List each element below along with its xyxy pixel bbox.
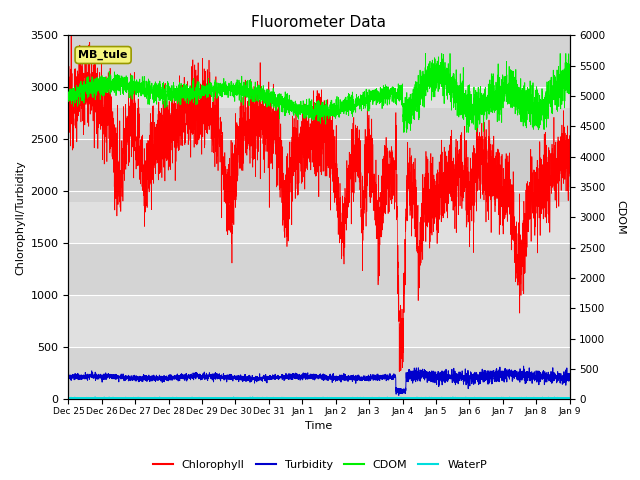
Bar: [68, 108, 570, 202]
Bar: [68, 139, 570, 191]
Title: Fluorometer Data: Fluorometer Data: [252, 15, 387, 30]
X-axis label: Time: Time: [305, 421, 333, 432]
Bar: [68, 36, 570, 87]
Y-axis label: Chlorophyll/Turbidity: Chlorophyll/Turbidity: [15, 160, 25, 275]
Legend: Chlorophyll, Turbidity, CDOM, WaterP: Chlorophyll, Turbidity, CDOM, WaterP: [148, 456, 492, 474]
Bar: [68, 347, 570, 399]
Text: MB_tule: MB_tule: [79, 50, 128, 60]
Y-axis label: CDOM: CDOM: [615, 200, 625, 235]
Bar: [68, 243, 570, 295]
